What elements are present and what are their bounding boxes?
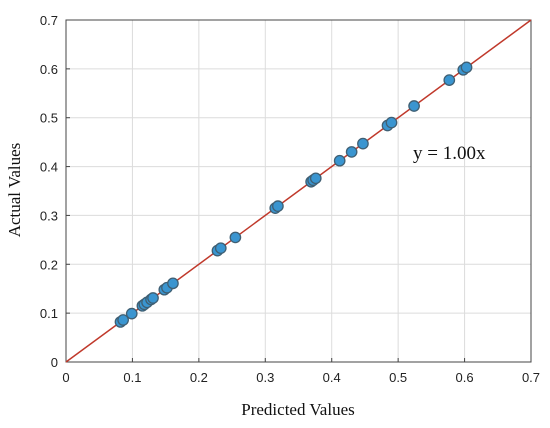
data-point <box>147 292 159 304</box>
x-tick-label: 0.6 <box>456 370 474 385</box>
data-point <box>385 116 398 129</box>
data-point <box>309 172 322 185</box>
y-tick-label: 0.7 <box>40 13 58 28</box>
y-tick-label: 0.1 <box>40 306 58 321</box>
y-tick-label: 0.6 <box>40 62 58 77</box>
y-tick-label: 0 <box>51 355 58 370</box>
x-tick-label: 0 <box>62 370 69 385</box>
y-tick-label: 0.4 <box>40 160 58 175</box>
data-point <box>357 137 369 150</box>
data-point <box>167 277 179 290</box>
x-axis: 0 0.1 0.2 0.3 0.4 0.5 0.6 0.7 <box>62 358 540 385</box>
y-tick-label: 0.2 <box>40 257 58 272</box>
y-axis: 0 0.1 0.2 0.3 0.4 0.5 0.6 0.7 <box>40 13 70 370</box>
data-point <box>125 307 138 320</box>
x-tick-label: 0.5 <box>389 370 407 385</box>
x-tick-label: 0.7 <box>522 370 540 385</box>
equation-annotation: y = 1.00x <box>413 143 486 164</box>
x-tick-label: 0.4 <box>323 370 341 385</box>
data-point <box>443 74 456 86</box>
data-point <box>229 231 242 244</box>
data-points <box>114 61 473 328</box>
y-axis-title: Actual Values <box>5 143 24 238</box>
data-point <box>460 61 473 74</box>
data-point <box>408 100 420 112</box>
y-tick-label: 0.3 <box>40 208 58 223</box>
data-point <box>333 154 346 167</box>
x-axis-title: Predicted Values <box>241 400 354 419</box>
y-tick-label: 0.5 <box>40 111 58 126</box>
data-point <box>345 146 358 158</box>
data-point <box>272 200 284 212</box>
plot-frame <box>65 19 532 363</box>
x-tick-label: 0.1 <box>123 370 141 385</box>
x-tick-label: 0.3 <box>256 370 274 385</box>
data-point <box>214 242 227 255</box>
x-tick-label: 0.2 <box>190 370 208 385</box>
grid <box>65 19 532 363</box>
data-point <box>117 314 129 326</box>
